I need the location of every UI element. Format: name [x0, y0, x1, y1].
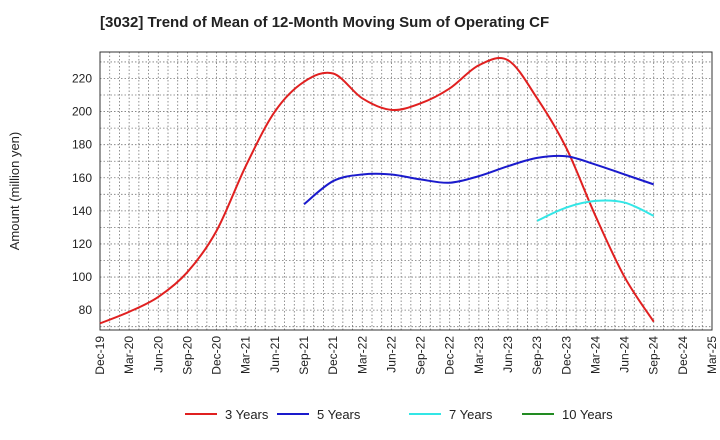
- x-tick-label: Dec-19: [93, 336, 107, 375]
- series-line-7-years: [536, 199, 655, 222]
- legend-label: 5 Years: [317, 407, 361, 422]
- y-tick-label: 200: [72, 105, 92, 119]
- legend-label: 3 Years: [225, 407, 269, 422]
- y-tick-label: 160: [72, 171, 92, 185]
- x-tick-label: Jun-21: [268, 336, 282, 373]
- x-tick-label: Jun-20: [151, 336, 165, 373]
- x-tick-label: Dec-22: [443, 336, 457, 375]
- legend-label: 7 Years: [449, 407, 493, 422]
- x-tick-label: Mar-21: [239, 336, 253, 374]
- x-tick-label: Dec-20: [210, 336, 224, 375]
- chart-title: [3032] Trend of Mean of 12-Month Moving …: [100, 14, 550, 31]
- series-line-3-years: [99, 57, 655, 325]
- x-tick-label: Mar-25: [705, 336, 719, 374]
- x-tick-label: Jun-24: [618, 336, 632, 373]
- x-tick-label: Sep-22: [414, 336, 428, 375]
- series-lines: [99, 57, 655, 325]
- x-tick-label: Sep-23: [530, 336, 544, 375]
- y-tick-label: 120: [72, 237, 92, 251]
- x-tick-label: Mar-24: [588, 336, 602, 374]
- plot-area-border: [99, 51, 713, 331]
- x-tick-label: Dec-23: [559, 336, 573, 375]
- x-tick-label: Dec-24: [676, 336, 690, 375]
- x-tick-label: Sep-24: [647, 336, 661, 375]
- x-axis-ticks: Dec-19 Mar-20 Jun-20 Sep-20 Dec-20 Mar-21 Jun-…: [93, 336, 719, 375]
- y-axis-label: Amount (million yen): [7, 132, 22, 251]
- x-tick-label: Dec-21: [326, 336, 340, 375]
- y-axis-ticks: 80 100 120 140 160 180 200 220: [72, 71, 92, 317]
- y-tick-label: 140: [72, 204, 92, 218]
- y-tick-label: 80: [79, 303, 93, 317]
- legend: 3 Years 5 Years 7 Years 10 Years: [185, 407, 613, 422]
- x-tick-label: Mar-22: [355, 336, 369, 374]
- x-tick-label: Mar-23: [472, 336, 486, 374]
- x-tick-label: Jun-22: [384, 336, 398, 373]
- legend-label: 10 Years: [562, 407, 613, 422]
- grid-lines: [99, 52, 712, 330]
- y-tick-label: 220: [72, 71, 92, 85]
- x-tick-label: Mar-20: [122, 336, 136, 374]
- x-tick-label: Sep-20: [180, 336, 194, 375]
- x-tick-label: Jun-23: [501, 336, 515, 373]
- y-tick-label: 180: [72, 138, 92, 152]
- x-tick-label: Sep-21: [297, 336, 311, 375]
- series-line-5-years: [303, 154, 655, 206]
- y-tick-label: 100: [72, 270, 92, 284]
